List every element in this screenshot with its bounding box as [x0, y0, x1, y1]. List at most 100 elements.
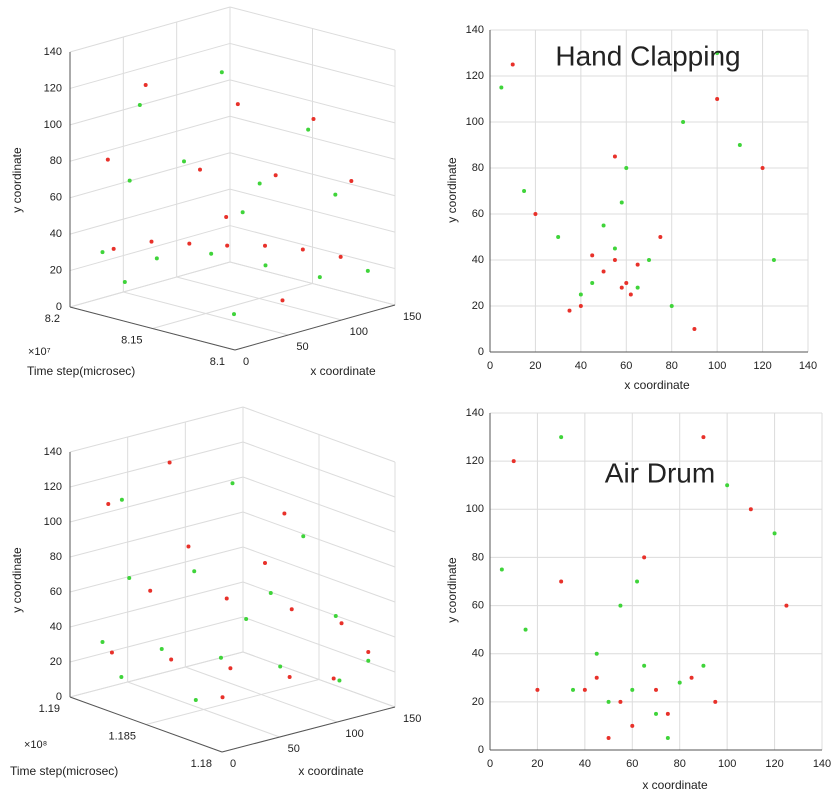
- event-point: [300, 247, 305, 252]
- time-tick-label: 1.18: [191, 758, 212, 770]
- event-point: [737, 143, 742, 147]
- grid-line: [123, 291, 289, 336]
- event-point: [681, 120, 686, 124]
- y-axis-label: y coordinate: [445, 157, 459, 223]
- event-point: [149, 239, 154, 244]
- event-point: [715, 97, 720, 101]
- event-point: [333, 192, 338, 197]
- x-axis-label: x coordinate: [310, 364, 376, 378]
- event-point: [772, 531, 777, 536]
- event-point: [635, 262, 640, 267]
- event-point: [333, 614, 338, 618]
- y-tick-label: 140: [44, 46, 62, 58]
- grid-line: [229, 261, 396, 306]
- x-tick-label: 60: [620, 360, 632, 372]
- event-point: [677, 680, 682, 685]
- x-tick-label: 120: [753, 360, 771, 372]
- grid-line: [69, 511, 244, 558]
- event-point: [715, 51, 720, 55]
- y-axis-label: y coordinate: [445, 557, 459, 623]
- event-point: [220, 695, 225, 700]
- x-tick-label: 40: [575, 360, 587, 372]
- event-point: [167, 460, 172, 465]
- event-point: [628, 292, 633, 297]
- x-tick-label: 100: [345, 728, 363, 740]
- x-tick-label: 120: [765, 758, 783, 770]
- grid-line: [69, 225, 231, 272]
- grid-line: [69, 546, 244, 593]
- y-tick-label: 40: [50, 621, 62, 633]
- event-point: [287, 675, 292, 679]
- x-tick-label: 100: [718, 758, 736, 770]
- chart-title: Hand Clapping: [555, 40, 740, 71]
- event-point: [109, 650, 114, 655]
- event-point: [578, 304, 583, 308]
- grid-line: [69, 79, 231, 126]
- x-tick-label: 150: [403, 713, 421, 725]
- time-tick-label: 1.19: [39, 703, 60, 715]
- event-point: [235, 102, 240, 107]
- event-point: [119, 497, 124, 502]
- x-tick-label: 20: [529, 360, 541, 372]
- grid-line: [152, 283, 313, 329]
- event-point: [692, 327, 697, 331]
- y-tick-label: 0: [478, 744, 484, 756]
- event-point: [619, 285, 624, 290]
- x-tick-label: 100: [350, 326, 368, 338]
- event-point: [559, 579, 564, 584]
- y-tick-label: 120: [466, 70, 484, 82]
- x-axis-label: x coordinate: [642, 778, 708, 792]
- event-point: [111, 246, 116, 251]
- event-point: [224, 596, 229, 601]
- event-point: [337, 678, 342, 683]
- event-point: [642, 555, 647, 560]
- grid-line: [69, 406, 244, 453]
- event-point: [647, 258, 651, 262]
- event-point: [618, 699, 623, 704]
- y-tick-label: 80: [472, 162, 484, 174]
- axis-line: [69, 306, 236, 351]
- event-point: [612, 258, 617, 262]
- y-tick-label: 100: [44, 516, 62, 528]
- event-point: [268, 591, 273, 595]
- event-point: [654, 711, 658, 716]
- event-point: [612, 154, 617, 159]
- y-tick-label: 20: [50, 264, 62, 276]
- event-point: [187, 241, 192, 246]
- grid-line: [145, 679, 320, 725]
- grid-line: [69, 441, 244, 488]
- x-tick-label: 0: [230, 758, 236, 770]
- time-tick-label: 8.2: [45, 313, 60, 325]
- event-point: [209, 251, 214, 256]
- event-point: [511, 459, 516, 464]
- y-tick-label: 80: [472, 551, 484, 563]
- event-point: [619, 200, 624, 205]
- axis-line: [221, 706, 396, 753]
- event-point: [289, 607, 294, 612]
- event-point: [232, 312, 236, 317]
- event-point: [331, 676, 336, 681]
- x-tick-label: 60: [626, 758, 638, 770]
- event-point: [127, 576, 132, 580]
- event-point: [317, 275, 322, 280]
- event-point: [338, 254, 343, 259]
- event-point: [218, 655, 223, 660]
- event-point: [590, 253, 595, 258]
- y-tick-label: 60: [472, 599, 484, 611]
- grid-line: [69, 581, 244, 628]
- event-point: [219, 70, 224, 75]
- grid-line: [69, 261, 231, 308]
- event-point: [143, 83, 148, 88]
- event-point: [100, 640, 105, 644]
- event-point: [523, 627, 528, 632]
- y-tick-label: 20: [50, 656, 62, 668]
- grid-line: [176, 276, 342, 321]
- event-point: [701, 663, 706, 668]
- event-point: [228, 666, 233, 671]
- y-tick-label: 80: [50, 551, 62, 563]
- event-point: [244, 617, 249, 621]
- grid-line: [69, 115, 231, 162]
- x-tick-label: 0: [487, 758, 493, 770]
- x-tick-label: 140: [799, 360, 817, 372]
